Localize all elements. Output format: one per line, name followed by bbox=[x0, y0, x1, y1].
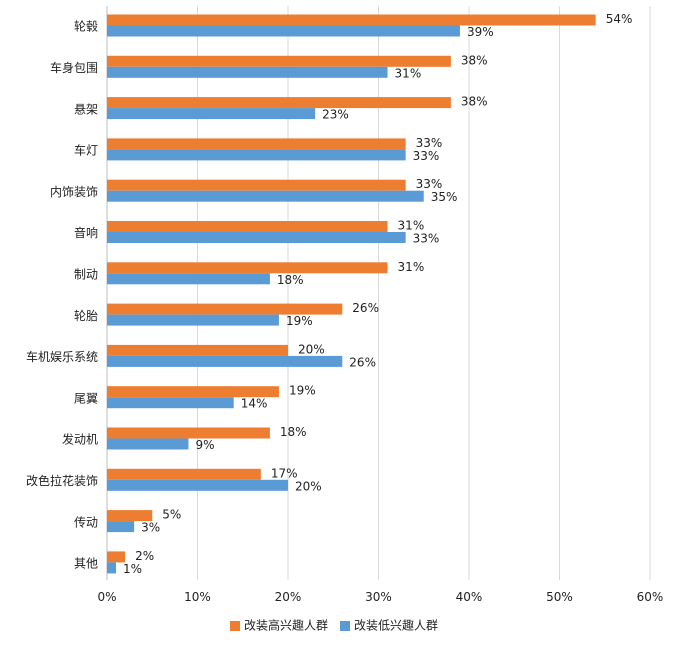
data-label: 20% bbox=[295, 479, 322, 493]
legend-swatch-low bbox=[340, 621, 350, 631]
data-label: 33% bbox=[416, 177, 443, 191]
bar-high-interest bbox=[107, 55, 451, 67]
bar-low-interest bbox=[107, 314, 279, 326]
category-label: 车身包围 bbox=[50, 60, 98, 75]
data-label: 18% bbox=[280, 425, 307, 439]
data-label: 39% bbox=[467, 25, 494, 39]
data-label: 33% bbox=[416, 136, 443, 150]
data-label: 19% bbox=[289, 384, 316, 398]
data-label: 31% bbox=[398, 260, 425, 274]
bar-high-interest bbox=[107, 138, 406, 150]
category-label: 制动 bbox=[74, 267, 98, 281]
category-labels: 轮毂车身包围悬架车灯内饰装饰音响制动轮胎车机娱乐系统尾翼发动机改色拉花装饰传动其… bbox=[26, 20, 98, 571]
data-label: 26% bbox=[352, 301, 379, 315]
data-label: 35% bbox=[431, 190, 458, 204]
data-label: 17% bbox=[271, 466, 298, 480]
bar-high-interest bbox=[107, 303, 343, 315]
data-label: 38% bbox=[461, 53, 488, 67]
x-tick-label: 20% bbox=[275, 590, 302, 604]
x-axis-ticks: 0% 10% 20% 30% 40% 50% 60% bbox=[97, 590, 663, 604]
data-label: 26% bbox=[349, 355, 376, 369]
category-label: 传动 bbox=[74, 514, 98, 529]
bar-low-interest bbox=[107, 25, 460, 37]
bar-high-interest bbox=[107, 551, 126, 563]
bar-high-interest bbox=[107, 262, 388, 274]
bar-low-interest bbox=[107, 149, 406, 161]
bar-high-interest bbox=[107, 344, 288, 356]
bar-high-interest bbox=[107, 179, 406, 191]
data-label: 14% bbox=[241, 397, 268, 411]
bar-high-interest bbox=[107, 221, 388, 232]
x-tick-label: 50% bbox=[546, 590, 573, 604]
bar-high-interest bbox=[107, 14, 596, 26]
bar-low-interest bbox=[107, 521, 135, 533]
category-label: 其他 bbox=[74, 557, 98, 571]
data-label: 38% bbox=[461, 95, 488, 109]
bar-low-interest bbox=[107, 355, 343, 367]
value-labels: 54%39%38%31%38%23%33%33%33%35%31%33%31%1… bbox=[123, 12, 632, 576]
category-label: 内饰装饰 bbox=[50, 185, 98, 199]
bar-high-interest bbox=[107, 427, 270, 439]
x-tick-label: 0% bbox=[97, 590, 116, 604]
data-label: 33% bbox=[413, 232, 440, 246]
gridlines bbox=[106, 6, 651, 580]
category-label: 轮毂 bbox=[74, 20, 98, 34]
data-label: 1% bbox=[123, 562, 142, 576]
category-label: 轮胎 bbox=[74, 309, 98, 323]
bar-high-interest bbox=[107, 386, 279, 398]
legend: 改装高兴趣人群 改装低兴趣人群 bbox=[230, 618, 438, 633]
bar-low-interest bbox=[107, 232, 406, 243]
data-label: 54% bbox=[606, 12, 633, 26]
data-label: 9% bbox=[195, 438, 214, 452]
category-label: 悬架 bbox=[74, 102, 98, 116]
data-label: 3% bbox=[141, 521, 160, 535]
category-label: 车灯 bbox=[74, 143, 98, 158]
bar-high-interest bbox=[107, 510, 153, 522]
category-label: 尾翼 bbox=[74, 391, 98, 405]
legend-label-low: 改装低兴趣人群 bbox=[354, 618, 438, 633]
data-label: 19% bbox=[286, 314, 313, 328]
legend-swatch-high bbox=[230, 621, 240, 631]
data-label: 33% bbox=[413, 149, 440, 163]
bar-low-interest bbox=[107, 108, 316, 120]
bars bbox=[107, 14, 596, 574]
bar-low-interest bbox=[107, 273, 270, 285]
bar-high-interest bbox=[107, 97, 451, 109]
bar-high-interest bbox=[107, 468, 261, 480]
category-label: 车机娱乐系统 bbox=[26, 349, 98, 364]
bar-low-interest bbox=[107, 397, 234, 409]
data-label: 2% bbox=[135, 549, 154, 563]
data-label: 20% bbox=[298, 342, 325, 356]
bar-low-interest bbox=[107, 479, 288, 491]
category-label: 改色拉花装饰 bbox=[26, 473, 98, 488]
bar-low-interest bbox=[107, 66, 388, 78]
data-label: 23% bbox=[322, 108, 349, 122]
data-label: 31% bbox=[398, 219, 425, 233]
data-label: 5% bbox=[162, 508, 181, 522]
bar-low-interest bbox=[107, 562, 117, 574]
x-tick-label: 30% bbox=[365, 590, 392, 604]
data-label: 31% bbox=[395, 66, 422, 80]
bar-low-interest bbox=[107, 438, 189, 450]
bar-low-interest bbox=[107, 190, 424, 202]
x-tick-label: 60% bbox=[637, 590, 664, 604]
x-tick-label: 40% bbox=[456, 590, 483, 604]
data-label: 18% bbox=[277, 273, 304, 287]
category-label: 音响 bbox=[74, 225, 98, 240]
legend-label-high: 改装高兴趣人群 bbox=[244, 618, 328, 633]
category-label: 发动机 bbox=[62, 432, 98, 447]
x-tick-label: 10% bbox=[184, 590, 211, 604]
